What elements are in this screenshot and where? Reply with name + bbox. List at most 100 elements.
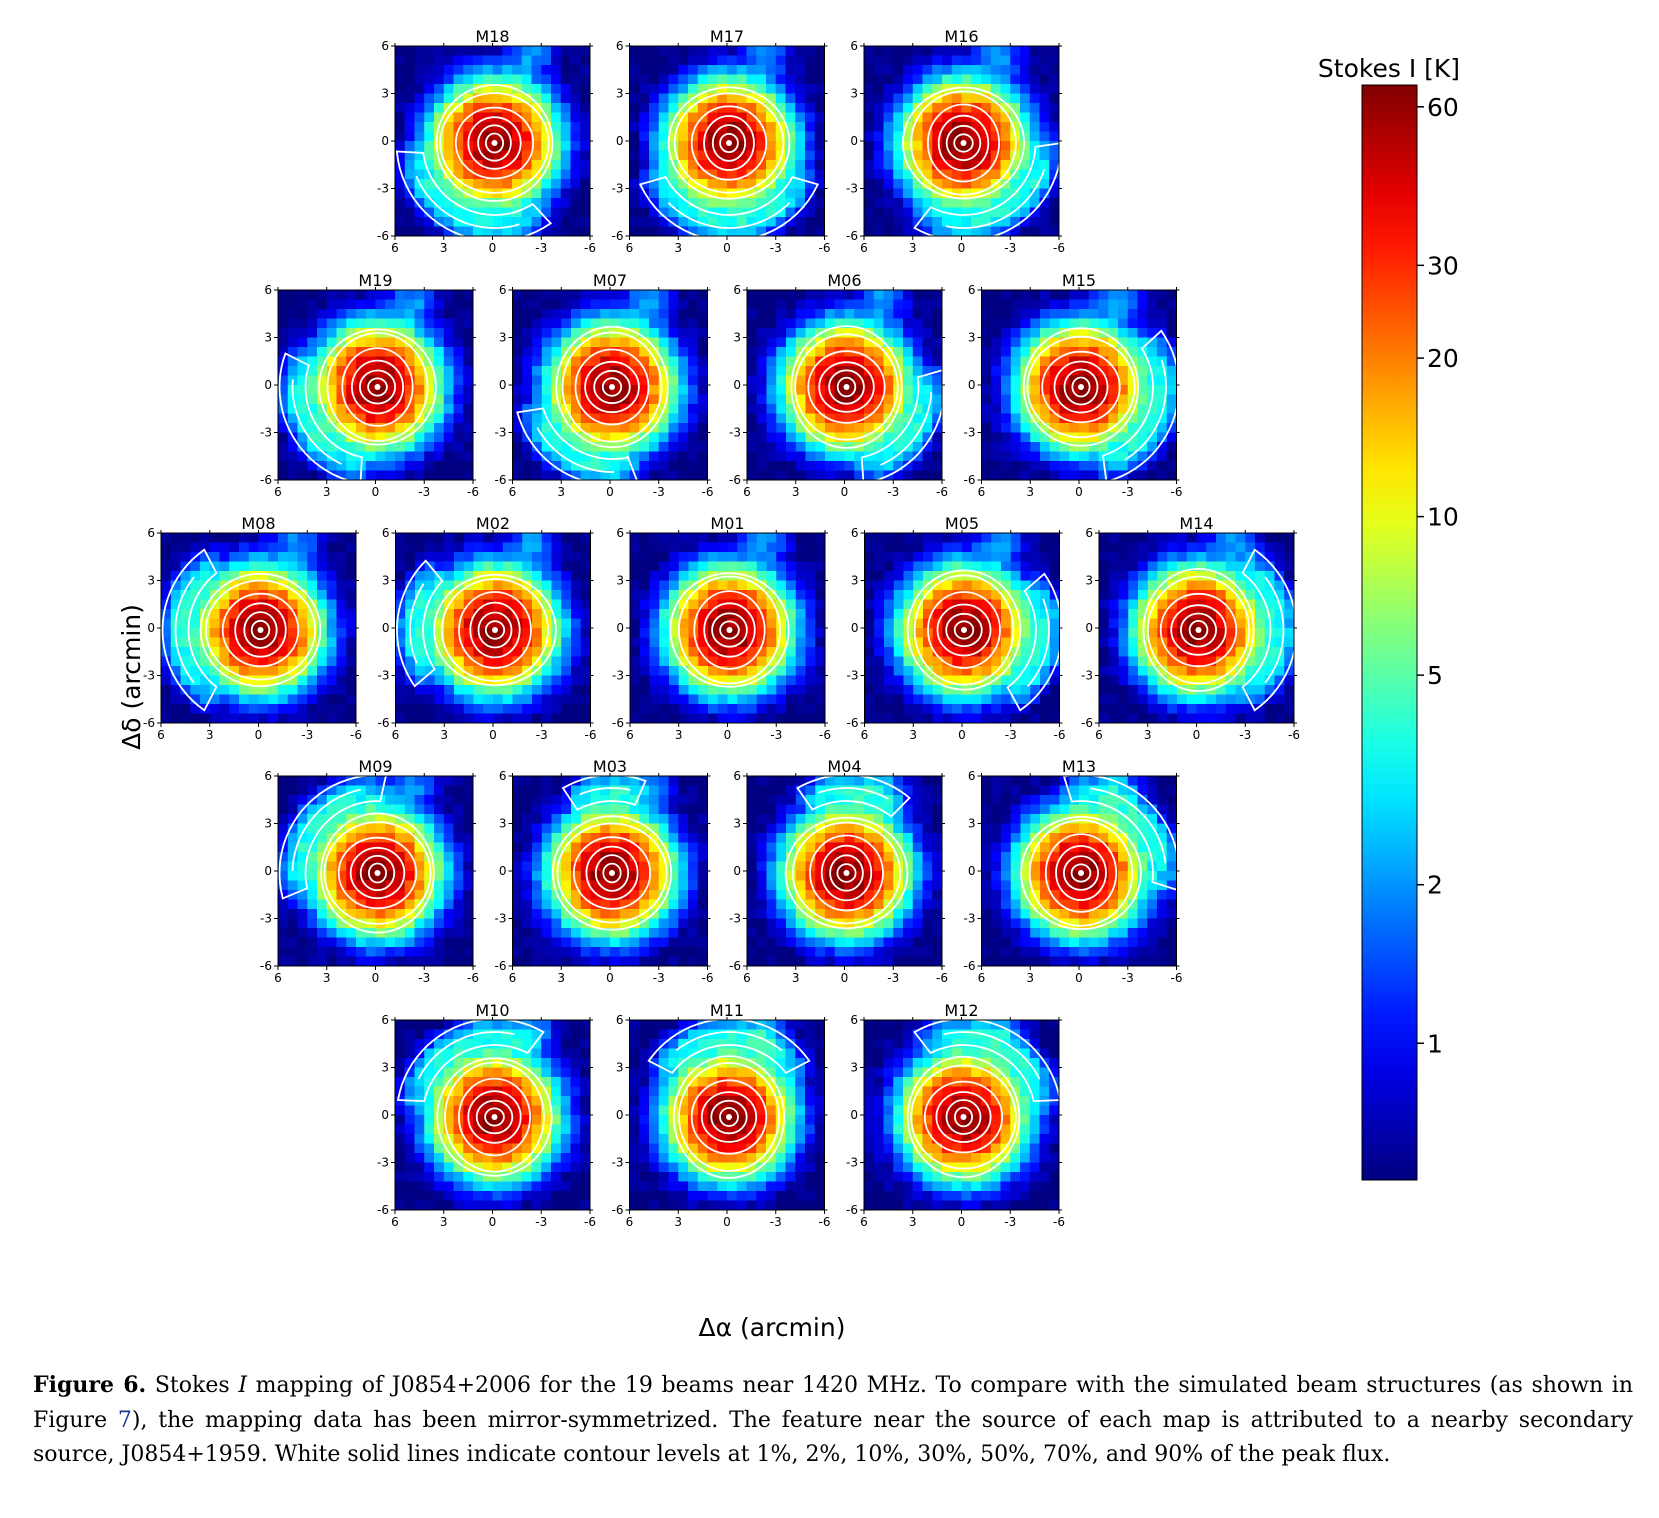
y-tick-label: -6 [964, 959, 976, 973]
y-tick-label: -6 [612, 1203, 624, 1217]
panel-m07: 6-63-300-33-66 M07 [495, 271, 714, 499]
contours [906, 569, 1060, 712]
contours [902, 86, 1059, 236]
contours [396, 559, 557, 688]
contours [551, 776, 673, 931]
y-tick-label: 6 [264, 769, 272, 783]
x-tick-label: 6 [509, 971, 517, 985]
y-tick-label: -6 [495, 959, 507, 973]
x-tick-label: -3 [535, 241, 547, 255]
y-tick-label: 3 [381, 1061, 389, 1075]
x-tick-label: 3 [1144, 728, 1152, 742]
y-tick-label: -3 [964, 912, 976, 926]
panel-title: M14 [1179, 514, 1213, 533]
x-tick-label: 0 [958, 728, 966, 742]
y-tick-label: -6 [847, 716, 859, 730]
x-tick-label: 0 [724, 728, 732, 742]
y-tick-label: 0 [381, 1108, 389, 1122]
x-tick-label: -6 [467, 971, 479, 985]
y-tick-label: 0 [381, 134, 389, 148]
panel-title: M15 [1062, 271, 1096, 290]
x-tick-label: 6 [860, 241, 868, 255]
x-tick-label: -6 [350, 728, 362, 742]
y-tick-label: -6 [964, 473, 976, 487]
x-tick-label: -6 [584, 241, 596, 255]
figure-7-link[interactable]: 7 [117, 1407, 132, 1433]
caption-text-2: mapping of J0854+2006 for the 19 beams n… [33, 1373, 1633, 1433]
x-tick-label: -3 [770, 241, 782, 255]
x-tick-label: -6 [584, 1215, 596, 1229]
y-tick-label: -3 [495, 426, 507, 440]
x-tick-label: 0 [372, 971, 380, 985]
y-tick-label: 6 [381, 39, 389, 53]
y-tick-label: -3 [846, 182, 858, 196]
x-tick-label: 3 [557, 485, 565, 499]
y-tick-label: 6 [733, 769, 741, 783]
y-tick-label: -3 [378, 669, 390, 683]
x-tick-label: 3 [206, 728, 214, 742]
y-tick-label: 3 [850, 87, 858, 101]
y-tick-label: -3 [612, 182, 624, 196]
panel-title: M09 [358, 757, 392, 776]
panel-title: M03 [593, 757, 627, 776]
x-tick-label: 3 [674, 1215, 682, 1229]
x-tick-label: 3 [557, 971, 565, 985]
colorbar-tick-label: 2 [1427, 871, 1443, 900]
contours [906, 1020, 1059, 1179]
y-tick-label: -6 [846, 1203, 858, 1217]
contours [647, 1020, 811, 1179]
y-tick-label: -3 [1081, 669, 1093, 683]
x-tick-label: 6 [392, 728, 400, 742]
y-tick-label: -6 [378, 716, 390, 730]
colorbar-label: Stokes I [K] [1318, 54, 1460, 83]
y-tick-label: 3 [499, 817, 507, 831]
panel-m02: 6-63-300-33-66 M02 [378, 514, 597, 742]
y-tick-label: -6 [729, 959, 741, 973]
x-tick-label: 3 [323, 485, 331, 499]
y-tick-label: 0 [851, 621, 859, 635]
x-tick-label: 3 [323, 971, 331, 985]
x-tick-label: -3 [653, 971, 665, 985]
x-tick-label: 3 [675, 728, 683, 742]
x-tick-label: 0 [958, 1215, 966, 1229]
y-tick-label: -6 [846, 229, 858, 243]
x-tick-label: -6 [819, 728, 831, 742]
panel-title: M11 [710, 1001, 744, 1020]
x-tick-label: 6 [978, 971, 986, 985]
x-tick-label: 6 [157, 728, 165, 742]
colorbar-tick-label: 1 [1427, 1029, 1443, 1058]
contours [161, 548, 322, 712]
x-tick-label: 3 [440, 728, 448, 742]
x-tick-label: -6 [1054, 728, 1066, 742]
y-tick-label: 3 [733, 331, 741, 345]
x-tick-label: 6 [391, 241, 399, 255]
x-tick-label: 6 [743, 971, 751, 985]
panel-m06: 6-63-300-33-66 M06 [729, 271, 948, 499]
x-tick-label: 6 [861, 728, 869, 742]
x-tick-label: 3 [674, 241, 682, 255]
x-tick-label: 0 [255, 728, 263, 742]
panel-title: M05 [945, 514, 979, 533]
x-tick-label: 3 [440, 241, 448, 255]
y-tick-label: -3 [729, 912, 741, 926]
x-tick-label: -6 [1171, 971, 1183, 985]
contours [278, 776, 435, 934]
panel-title: M08 [241, 514, 275, 533]
x-tick-label: 3 [1026, 971, 1034, 985]
x-tick-label: -3 [887, 485, 899, 499]
x-tick-label: 0 [723, 1215, 731, 1229]
panel-title: M04 [827, 757, 861, 776]
y-tick-label: 3 [968, 331, 976, 345]
x-tick-label: 6 [391, 1215, 399, 1229]
colorbar-tick-label: 30 [1427, 251, 1459, 280]
panel-m17: 6-63-300-33-66 M17 [612, 27, 831, 255]
x-tick-label: -3 [1004, 241, 1016, 255]
x-tick-label: 6 [1095, 728, 1103, 742]
x-tick-label: -3 [418, 971, 430, 985]
colorbar-tick-label: 10 [1427, 503, 1459, 532]
y-tick-label: 6 [850, 39, 858, 53]
panel-m11: 6-63-300-33-66 M11 [612, 1001, 831, 1229]
x-tick-label: -3 [418, 485, 430, 499]
x-tick-label: -6 [702, 971, 714, 985]
